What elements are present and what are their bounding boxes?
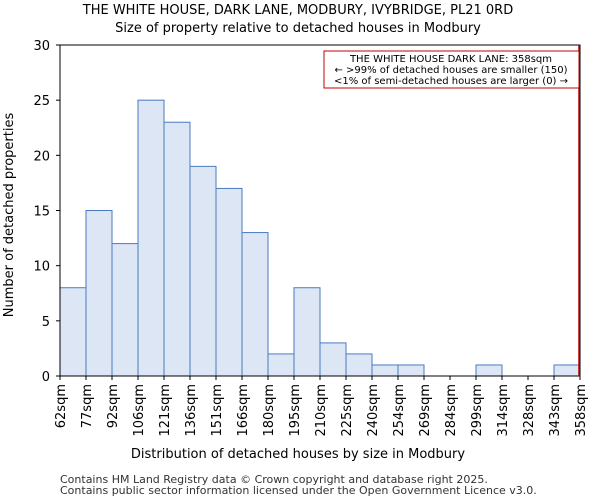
y-axis-ticks: 0 5 10 15 20 25 30: [33, 39, 60, 385]
bar-225sqm: [345, 353, 373, 377]
y-tick-label: 10: [33, 260, 50, 275]
bar-92sqm: [111, 243, 139, 377]
x-tick-label: 106sqm: [132, 384, 147, 437]
x-tick-label: 240sqm: [366, 384, 381, 437]
y-tick-label: 0: [42, 370, 50, 385]
plot-frame: [59, 44, 581, 377]
x-tick-label: 328sqm: [522, 384, 537, 437]
y-tick-label: 20: [33, 149, 50, 164]
bar-106sqm: [137, 99, 165, 377]
x-tick-label: 151sqm: [210, 384, 225, 437]
bar-136sqm: [189, 165, 217, 377]
x-tick-label: 136sqm: [184, 384, 199, 437]
x-tick-label: 195sqm: [288, 384, 303, 437]
x-tick-label: 299sqm: [470, 384, 485, 437]
x-tick-label: 269sqm: [418, 384, 433, 437]
y-tick-label: 30: [33, 39, 50, 54]
x-tick-label: 180sqm: [262, 384, 277, 437]
bar-195sqm: [293, 287, 321, 377]
bar-180sqm: [267, 353, 295, 377]
bar-62sqm: [59, 287, 87, 377]
chart-title: THE WHITE HOUSE, DARK LANE, MODBURY, IVY…: [82, 3, 513, 18]
bar-240sqm: [371, 364, 399, 377]
annotation-frame: [323, 50, 580, 89]
x-tick-label: 343sqm: [548, 384, 563, 437]
x-tick-label: 210sqm: [314, 384, 329, 437]
x-tick-label: 62sqm: [54, 384, 69, 428]
y-tick-label: 5: [42, 315, 50, 330]
footer-line-2: Contains public sector information licen…: [60, 484, 537, 497]
x-tick-label: 284sqm: [444, 384, 459, 437]
x-tick-label: 254sqm: [392, 384, 407, 437]
x-tick-label: 314sqm: [496, 384, 511, 437]
bar-77sqm: [85, 210, 113, 377]
annotation-line-1: THE WHITE HOUSE DARK LANE: 358sqm: [349, 54, 552, 65]
x-tick-label: 121sqm: [158, 384, 173, 437]
bar-151sqm: [215, 187, 243, 377]
footer-line-1: Contains HM Land Registry data © Crown c…: [60, 473, 488, 486]
x-tick-label: 92sqm: [106, 384, 121, 428]
y-tick-label: 15: [33, 205, 50, 220]
x-tick-label: 225sqm: [340, 384, 355, 437]
bars-group: [59, 99, 581, 377]
annotation-box: THE WHITE HOUSE DARK LANE: 358sqm ← >99%…: [323, 50, 580, 89]
annotation-line-2: ← >99% of detached houses are smaller (1…: [334, 65, 567, 76]
bar-299sqm: [475, 364, 503, 377]
x-tick-label: 77sqm: [80, 384, 95, 428]
y-axis-label: Number of detached properties: [2, 113, 17, 318]
annotation-line-3: <1% of semi-detached houses are larger (…: [334, 76, 568, 87]
bar-166sqm: [241, 232, 269, 377]
x-axis-ticks: 62sqm 77sqm 92sqm 106sqm 121sqm 136sqm 151sqm 1…: [54, 376, 589, 437]
y-tick-label: 25: [33, 94, 50, 109]
chart-subtitle: Size of property relative to detached ho…: [115, 21, 481, 36]
x-tick-label: 166sqm: [236, 384, 251, 437]
x-axis-label: Distribution of detached houses by size …: [131, 447, 465, 462]
bar-121sqm: [163, 121, 191, 377]
x-tick-label: 358sqm: [574, 384, 589, 437]
bar-254sqm: [397, 364, 425, 377]
bar-343sqm: [553, 364, 581, 377]
bar-210sqm: [319, 342, 347, 377]
